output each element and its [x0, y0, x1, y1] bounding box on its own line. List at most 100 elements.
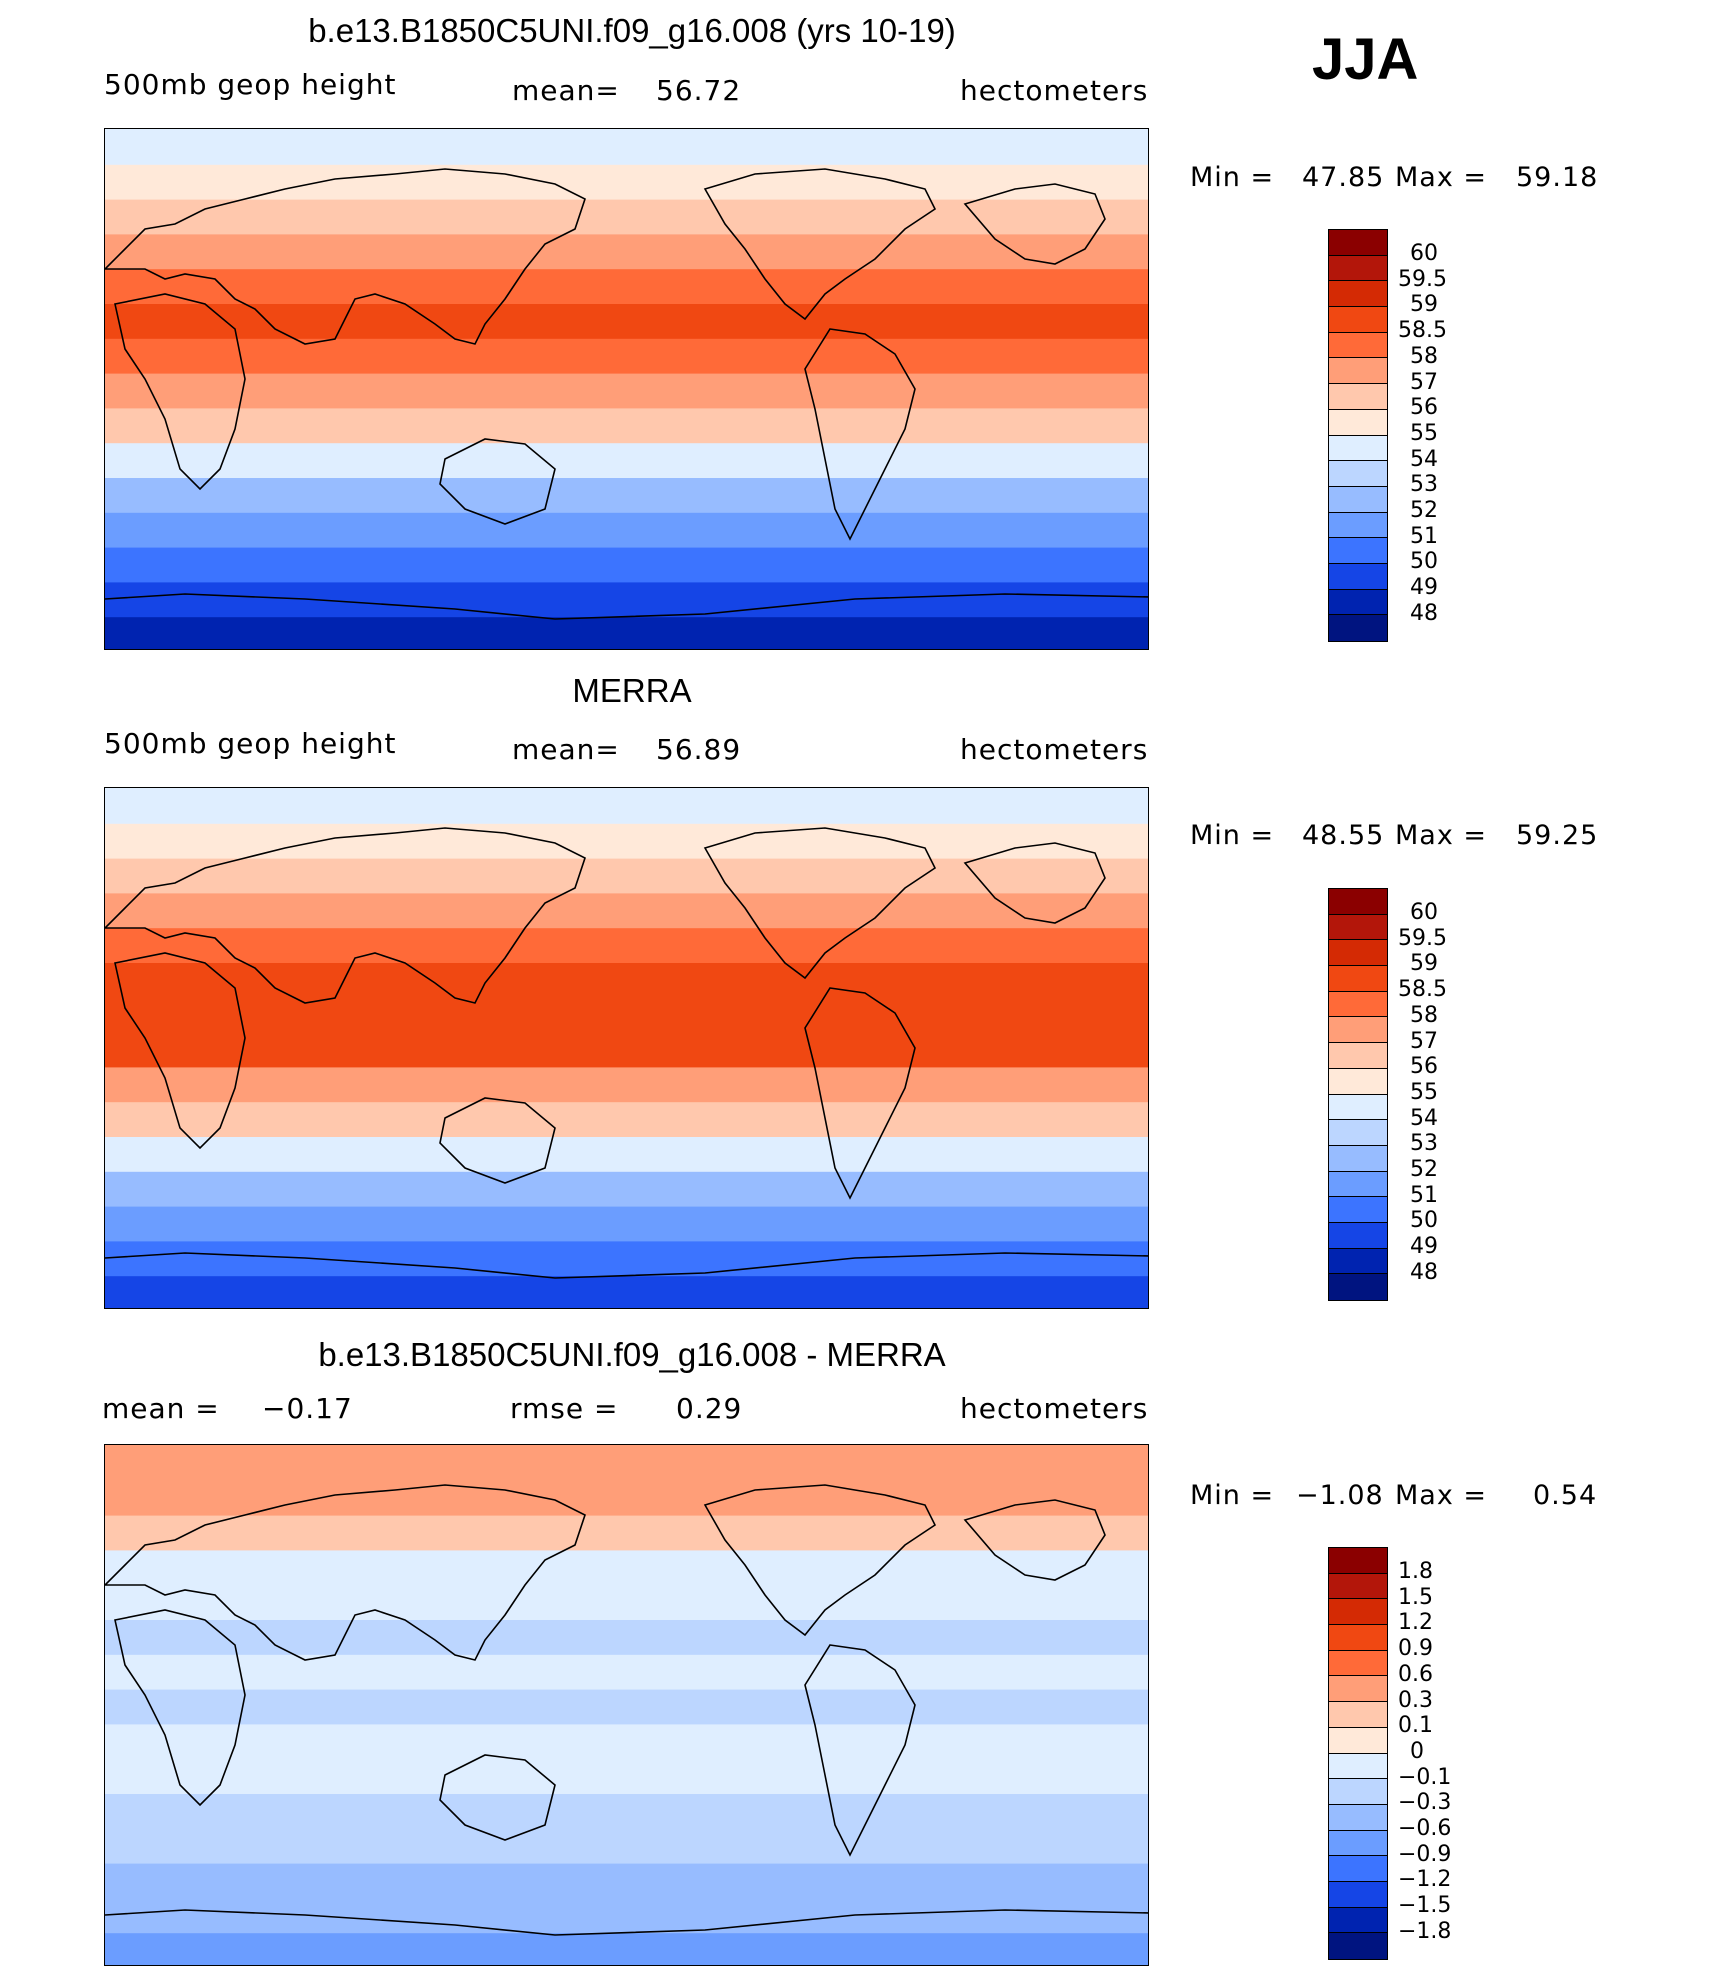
- colorbar-swatch: [1329, 1043, 1387, 1069]
- coastline: [105, 593, 1148, 620]
- map-contour-band: [105, 1549, 1148, 1586]
- colorbar-label: 50: [1410, 1208, 1438, 1234]
- panel3-map-field: [105, 1445, 1148, 1965]
- colorbar-label: 53: [1410, 472, 1438, 498]
- colorbar-swatch: [1329, 940, 1387, 967]
- panel3-max-label: Max =: [1395, 1480, 1488, 1511]
- colorbar-label: 56: [1410, 1054, 1438, 1080]
- colorbar-label: 60: [1410, 900, 1438, 925]
- colorbar-label: −0.3: [1398, 1790, 1452, 1816]
- panel2-map: [104, 787, 1149, 1309]
- panel3-colorbar: [1328, 1547, 1388, 1960]
- colorbar-label: 58: [1410, 1002, 1438, 1028]
- colorbar-swatch: [1329, 1676, 1387, 1703]
- colorbar-swatch: [1329, 255, 1387, 282]
- map-contour-band: [105, 857, 1148, 894]
- map-contour-band: [105, 996, 1148, 1033]
- panel1-mean-value: 56.72: [656, 74, 742, 107]
- colorbar-label: 48: [1410, 600, 1438, 626]
- colorbar-swatch: [1329, 1120, 1387, 1146]
- colorbar-swatch: [1329, 1804, 1387, 1831]
- colorbar-label: −1.8: [1398, 1918, 1452, 1944]
- map-contour-band: [105, 1793, 1148, 1829]
- colorbar-label: 59: [1410, 951, 1438, 977]
- map-contour-band: [105, 477, 1148, 513]
- map-contour-band: [105, 1101, 1148, 1137]
- colorbar-label: 0.6: [1398, 1661, 1433, 1687]
- coastline: [114, 952, 246, 1150]
- coastline: [105, 1909, 1148, 1936]
- colorbar-swatch: [1329, 1650, 1387, 1677]
- map-contour-band: [105, 1897, 1148, 1934]
- colorbar-swatch: [1329, 615, 1387, 641]
- panel2-units: hectometers: [960, 733, 1149, 766]
- colorbar-swatch: [1329, 1094, 1387, 1121]
- colorbar-label: 0: [1410, 1738, 1424, 1764]
- panel3-min-label: Min =: [1190, 1480, 1275, 1511]
- panel1-variable-label: 500mb geop height: [104, 68, 397, 101]
- colorbar-swatch: [1329, 889, 1387, 915]
- colorbar-swatch: [1329, 1248, 1387, 1275]
- map-contour-band: [105, 337, 1148, 374]
- coastline: [963, 842, 1106, 924]
- panel2-mean-value: 56.89: [656, 733, 742, 766]
- colorbar-swatch: [1329, 332, 1387, 359]
- colorbar-label: 50: [1410, 549, 1438, 575]
- colorbar-swatch: [1329, 1881, 1387, 1908]
- season-label: JJA: [1312, 27, 1419, 92]
- colorbar-label: 49: [1410, 575, 1438, 601]
- colorbar-label: −1.2: [1398, 1867, 1452, 1893]
- map-contour-band: [105, 1170, 1148, 1207]
- map-contour-band: [105, 788, 1148, 824]
- coastline: [114, 1609, 246, 1807]
- map-contour-band: [105, 1758, 1148, 1794]
- panel1-map-field: [105, 129, 1148, 649]
- map-contour-band: [105, 1619, 1148, 1655]
- colorbar-label: 0.3: [1398, 1687, 1433, 1713]
- colorbar-swatch: [1329, 358, 1387, 385]
- map-contour-band: [105, 407, 1148, 444]
- coastline: [804, 328, 916, 541]
- map-contour-band: [105, 1205, 1148, 1242]
- colorbar-label: 58.5: [1398, 318, 1447, 344]
- panel3-rmse-value: 0.29: [676, 1392, 743, 1425]
- panel2-map-field: [105, 788, 1148, 1308]
- coastline: [105, 1252, 1148, 1279]
- colorbar-swatch: [1329, 1548, 1387, 1574]
- colorbar-swatch: [1329, 307, 1387, 333]
- panel1-mean-label: mean=: [512, 74, 620, 107]
- map-contour-band: [105, 892, 1148, 929]
- colorbar-label: −1.5: [1398, 1893, 1452, 1919]
- map-contour-band: [105, 1862, 1148, 1899]
- colorbar-swatch: [1329, 1933, 1387, 1959]
- colorbar-label: 1.2: [1398, 1610, 1433, 1636]
- colorbar-swatch: [1329, 1171, 1387, 1198]
- colorbar-swatch: [1329, 435, 1387, 462]
- colorbar-swatch: [1329, 384, 1387, 410]
- map-contour-band: [105, 1514, 1148, 1551]
- colorbar-swatch: [1329, 1573, 1387, 1600]
- colorbar-swatch: [1329, 1830, 1387, 1857]
- panel2-mean-label: mean=: [512, 733, 620, 766]
- coastline: [439, 1754, 556, 1841]
- colorbar-label: 57: [1410, 1028, 1438, 1054]
- panel3-mean-value: −0.17: [262, 1392, 353, 1425]
- coastline: [105, 168, 586, 345]
- colorbar-label: −0.6: [1398, 1816, 1452, 1841]
- colorbar-swatch: [1329, 1625, 1387, 1651]
- map-contour-band: [105, 962, 1148, 998]
- colorbar-swatch: [1329, 512, 1387, 539]
- panel2-title: MERRA: [572, 672, 692, 709]
- colorbar-swatch: [1329, 230, 1387, 256]
- coastline: [703, 168, 937, 321]
- colorbar-label: 52: [1410, 498, 1438, 523]
- colorbar-swatch: [1329, 486, 1387, 513]
- panel2-min-label: Min =: [1190, 820, 1275, 851]
- colorbar-label: −0.9: [1398, 1841, 1452, 1867]
- colorbar-swatch: [1329, 1145, 1387, 1172]
- colorbar-label: 51: [1410, 1182, 1438, 1208]
- colorbar-swatch: [1329, 281, 1387, 308]
- panel1-max-value: 59.18: [1516, 162, 1599, 193]
- map-contour-band: [105, 233, 1148, 270]
- map-contour-band: [105, 1240, 1148, 1277]
